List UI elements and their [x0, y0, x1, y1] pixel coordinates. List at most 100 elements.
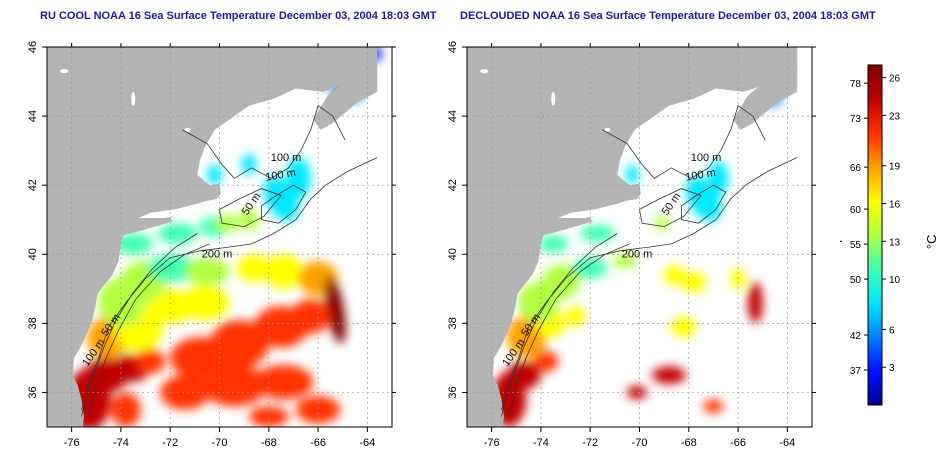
- depth-contour: [182, 105, 346, 179]
- sst-patch: [160, 375, 210, 410]
- fahrenheit-tick-label: 66: [850, 163, 862, 174]
- contour-label: 100 m: [684, 167, 716, 184]
- fahrenheit-tick-label: 78: [850, 79, 862, 90]
- sst-patch: [207, 164, 222, 186]
- longitude-tick-label: -74: [113, 437, 129, 449]
- depth-contour: [219, 188, 282, 228]
- latitude-tick-label: 38: [447, 317, 459, 329]
- bathymetry-contours: [501, 105, 798, 417]
- lake: [184, 127, 191, 132]
- latitude-tick-label: 46: [447, 41, 459, 53]
- lake: [551, 91, 556, 106]
- longitude-tick-label: -74: [533, 437, 549, 449]
- longitude-tick-label: -76: [64, 437, 80, 449]
- latitude-tick-label: 38: [27, 317, 39, 329]
- sst-patch: [249, 406, 289, 427]
- celsius-tick-label: 23: [889, 111, 901, 122]
- sst-patch: [295, 395, 341, 424]
- lake: [604, 127, 611, 132]
- depth-contour: [602, 105, 766, 179]
- colorbar-gradient: [867, 64, 883, 406]
- sst-patch: [236, 254, 272, 282]
- sst-field: [66, 47, 383, 427]
- sst-patch: [625, 164, 639, 186]
- latitude-tick-label: 40: [447, 248, 459, 260]
- sst-patch: [170, 337, 230, 379]
- graticule: [47, 47, 392, 427]
- longitude-tick-label: -72: [582, 437, 598, 449]
- latitude-tick-label: 44: [27, 110, 39, 122]
- latitude-tick-label: 40: [27, 248, 39, 260]
- bathymetry-contours: [81, 105, 378, 417]
- sst-patch: [541, 264, 581, 300]
- contour-label: 200 m: [622, 249, 653, 261]
- celsius-tick-label: 19: [889, 162, 901, 173]
- fahrenheit-unit-label: °F: [840, 235, 845, 248]
- depth-contour: [501, 157, 798, 417]
- sst-patch: [612, 254, 638, 269]
- left-map-title: RU COOL NOAA 16 Sea Surface Temperature …: [40, 10, 437, 22]
- sst-patch: [254, 364, 314, 400]
- longitude-tick-label: -64: [779, 437, 795, 449]
- land-mass: [47, 47, 378, 427]
- celsius-unit-label: °C: [924, 235, 939, 250]
- fahrenheit-tick-label: 73: [850, 114, 862, 125]
- sst-patch: [286, 157, 311, 199]
- sst-patch: [538, 235, 569, 253]
- depth-contour: [508, 243, 630, 417]
- longitude-tick-label: -70: [632, 437, 648, 449]
- celsius-tick-label: 26: [889, 74, 901, 85]
- longitude-tick-label: -68: [681, 437, 697, 449]
- sst-patch: [324, 275, 346, 344]
- contour-label: 200 m: [202, 249, 233, 261]
- longitude-tick-label: -66: [310, 437, 326, 449]
- longitude-tick-label: -68: [261, 437, 277, 449]
- sst-patch: [747, 281, 763, 324]
- depth-contour: [639, 188, 702, 228]
- sst-patch: [263, 254, 304, 289]
- sst-patch: [681, 271, 707, 293]
- celsius-tick-label: 10: [889, 275, 901, 286]
- latitude-tick-label: 42: [27, 179, 39, 191]
- sst-patch: [651, 366, 687, 384]
- latitude-tick-label: 36: [447, 386, 459, 398]
- longitude-tick-label: -76: [484, 437, 500, 449]
- celsius-tick-label: 16: [889, 200, 901, 211]
- sst-patch: [202, 364, 267, 407]
- sst-patch: [135, 349, 166, 374]
- depth-contour: [680, 184, 727, 224]
- sst-patch: [254, 306, 309, 348]
- nova-scotia: [313, 60, 378, 130]
- lake: [60, 69, 69, 74]
- longitude-tick-label: -70: [212, 437, 228, 449]
- depth-contour: [88, 243, 210, 417]
- sst-patch: [113, 233, 153, 255]
- celsius-tick-label: 3: [889, 363, 895, 374]
- fahrenheit-tick-label: 37: [850, 366, 862, 377]
- land-mass: [467, 47, 798, 427]
- depth-contour: [501, 233, 618, 410]
- longitude-tick-label: -66: [730, 437, 746, 449]
- sst-patch: [180, 285, 230, 320]
- longitude-tick-label: -72: [162, 437, 178, 449]
- sst-patch: [565, 306, 586, 327]
- sst-patch: [239, 209, 259, 231]
- right-map-title: DECLOUDED NOAA 16 Sea Surface Temperatur…: [460, 10, 876, 22]
- long-island: [539, 216, 594, 234]
- celsius-tick-label: 13: [889, 237, 901, 248]
- sst-patch: [157, 223, 198, 244]
- longitude-tick-label: -64: [359, 437, 375, 449]
- sst-patch: [533, 351, 559, 372]
- fahrenheit-tick-label: 50: [850, 275, 862, 286]
- sst-patch: [214, 214, 240, 232]
- sst-patch: [664, 264, 684, 286]
- nova-scotia: [733, 60, 798, 130]
- depth-contour: [260, 184, 307, 224]
- fahrenheit-tick-label: 60: [850, 205, 862, 216]
- latitude-tick-label: 36: [27, 386, 39, 398]
- sst-patch: [185, 257, 230, 286]
- sst-patch: [111, 392, 141, 427]
- latitude-tick-label: 42: [447, 179, 459, 191]
- sst-patch: [703, 399, 724, 414]
